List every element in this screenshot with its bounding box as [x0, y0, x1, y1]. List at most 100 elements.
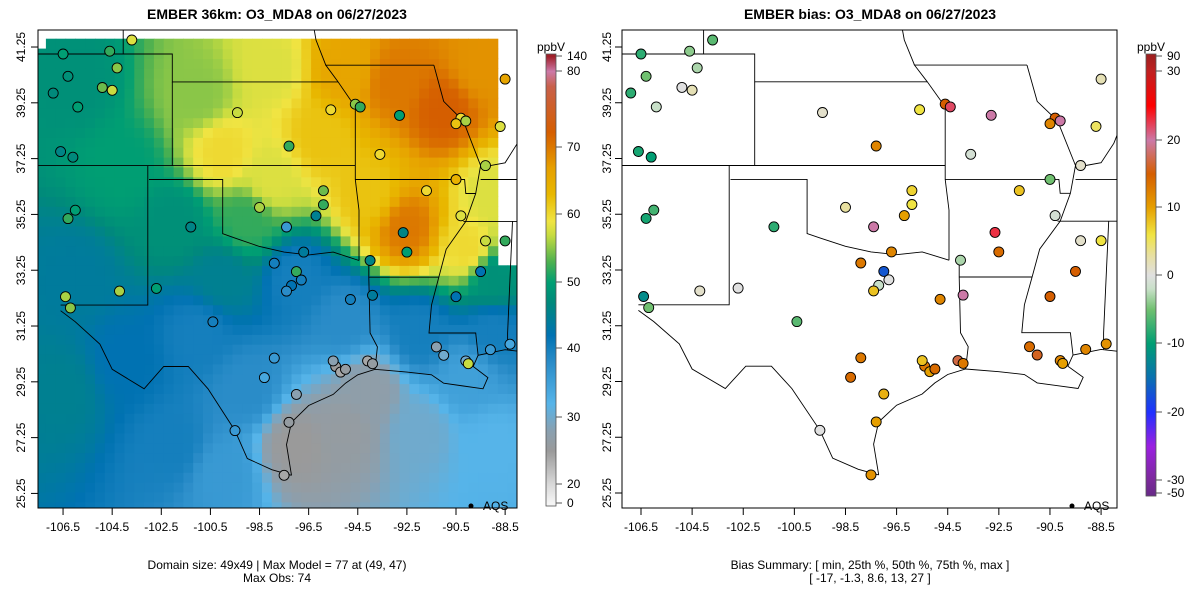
colorbar-swatch [546, 188, 556, 190]
model-grid-cell [38, 413, 47, 424]
model-grid-cell [320, 482, 332, 493]
model-grid-cell [203, 206, 214, 217]
colorbar-swatch [1146, 323, 1156, 325]
model-grid-cell [38, 216, 47, 227]
model-grid-cell [134, 245, 145, 257]
model-grid-cell [320, 58, 332, 69]
colorbar-swatch [546, 158, 556, 160]
colorbar-swatch [546, 459, 556, 461]
colorbar-swatch [1146, 134, 1156, 136]
model-grid-cell [85, 275, 96, 286]
model-grid-cell [232, 176, 243, 188]
colorbar-swatch [546, 499, 556, 501]
colorbar-swatch [546, 500, 556, 502]
model-grid-cell [281, 48, 292, 60]
model-grid-cell [193, 117, 204, 128]
x-tick-label: -104.5 [675, 520, 709, 534]
model-grid-cell [478, 324, 489, 335]
colorbar-swatch [546, 189, 556, 191]
colorbar-swatch [1146, 350, 1156, 352]
colorbar-swatch [546, 67, 556, 69]
station-marker [278, 469, 290, 481]
colorbar-swatch [1146, 442, 1156, 444]
model-grid-cell [75, 156, 86, 168]
model-grid-cell [350, 58, 361, 69]
colorbar-swatch [546, 392, 556, 394]
station-marker [317, 199, 329, 211]
colorbar-swatch [546, 260, 556, 262]
model-grid-cell [301, 491, 312, 503]
model-grid-cell [497, 472, 509, 483]
model-grid-cell [163, 78, 175, 89]
model-grid-cell [193, 97, 204, 109]
model-grid-cell [438, 137, 450, 148]
colorbar-swatch [1146, 429, 1156, 431]
model-grid-cell [330, 373, 342, 385]
model-grid-cell [38, 117, 47, 128]
model-grid-cell [134, 353, 145, 365]
model-grid-cell [144, 285, 155, 296]
model-grid-cell [409, 147, 420, 158]
model-grid-cell [183, 216, 194, 227]
station-marker [914, 104, 926, 116]
model-grid-cell [222, 88, 234, 99]
station-marker [340, 363, 351, 375]
model-grid-cell [85, 393, 96, 404]
model-grid-cell [399, 137, 410, 148]
model-grid-cell [360, 186, 371, 197]
colorbar-swatch [1146, 74, 1156, 76]
model-grid-cell [222, 245, 234, 257]
station-marker [67, 151, 79, 163]
model-grid-cell [340, 58, 351, 69]
model-grid-cell [75, 225, 86, 237]
colorbar-swatch [1146, 404, 1156, 406]
model-grid-cell [291, 482, 302, 493]
model-grid-cell [419, 462, 430, 473]
model-grid-cell [507, 285, 517, 296]
model-grid-cell [271, 432, 283, 444]
model-grid-cell [124, 127, 135, 138]
model-grid-cell [320, 38, 332, 50]
model-grid-cell [144, 482, 155, 493]
colorbar-swatch [1146, 259, 1156, 261]
model-grid-cell [95, 482, 106, 493]
model-grid-cell [38, 97, 47, 109]
model-grid-cell [222, 324, 234, 335]
colorbar-swatch [1146, 348, 1156, 350]
model-grid-cell [389, 225, 401, 237]
model-grid-cell [65, 186, 76, 197]
model-grid-cell [104, 501, 116, 508]
colorbar-swatch [546, 478, 556, 480]
model-grid-cell [183, 78, 194, 89]
model-grid-cell [330, 117, 342, 128]
model-grid-cell [95, 472, 106, 483]
model-grid-cell [193, 38, 204, 50]
model-grid-cell [409, 383, 420, 394]
model-grid-cell [330, 107, 342, 119]
colorbar-swatch [546, 327, 556, 329]
model-grid-cell [438, 482, 450, 493]
station-marker [1031, 349, 1043, 361]
model-grid-cell [183, 156, 194, 168]
colorbar-swatch [1146, 269, 1156, 271]
model-grid-cell [222, 314, 234, 325]
model-grid-cell [340, 107, 351, 119]
model-grid-cell [507, 452, 517, 463]
colorbar-swatch [1146, 246, 1156, 248]
model-grid-cell [45, 78, 57, 89]
model-grid-cell [232, 413, 243, 424]
model-grid-cell [65, 137, 76, 148]
station-marker [1044, 118, 1056, 130]
colorbar-swatch [546, 274, 556, 276]
model-grid-cell [320, 452, 332, 463]
colorbar-swatch [1146, 275, 1156, 277]
colorbar-swatch [546, 62, 556, 64]
model-grid-cell [232, 334, 243, 345]
model-grid-cell [340, 491, 351, 503]
colorbar-swatch [1146, 448, 1156, 450]
model-grid-cell [104, 147, 116, 158]
model-grid-cell [320, 363, 332, 375]
model-grid-cell [242, 137, 253, 148]
model-grid-cell [399, 275, 410, 286]
model-grid-cell [232, 216, 243, 227]
